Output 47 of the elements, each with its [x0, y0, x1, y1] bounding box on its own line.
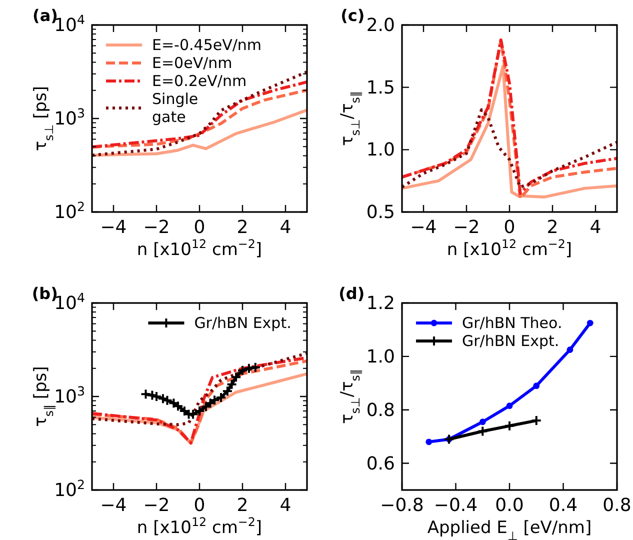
legend-label: Single gate	[152, 90, 198, 126]
legend-label: Gr/hBN Expt.	[194, 314, 292, 332]
y-tick-label: 10$^{2}$	[54, 476, 85, 501]
chart-title: (b)	[32, 284, 58, 303]
y-tick-label: 0.6	[366, 453, 395, 474]
x-tick-label: −2	[143, 495, 170, 516]
y-tick-label: 10$^{3}$	[54, 383, 85, 408]
x-axis-title: n [x10$^{12}$ cm$^{−2}$]	[136, 237, 262, 260]
x-tick-label: −0.8	[380, 495, 424, 516]
legend-label: E=-0.45eV/nm	[152, 36, 262, 54]
x-tick-label: 0	[194, 495, 206, 516]
legend-label: Gr/hBN Expt.	[462, 332, 560, 350]
y-tick-label: 0.5	[366, 202, 395, 223]
x-axis-title: n [x10$^{12}$ cm$^{−2}$]	[446, 237, 572, 260]
legend-label: E=0eV/nm	[152, 54, 232, 72]
chart-title: (a)	[32, 6, 58, 25]
x-tick-label: −4	[410, 217, 437, 238]
x-tick-label: −4	[100, 495, 127, 516]
x-tick-label: 0	[504, 217, 516, 238]
y-tick-label: 1.2	[366, 293, 395, 314]
x-tick-label: 0	[194, 217, 206, 238]
x-axis-title: Applied E$_{⊥}$ [eV/nm]	[427, 518, 592, 540]
x-tick-label: 0.4	[548, 495, 578, 516]
chart-title: (c)	[340, 6, 365, 25]
y-tick-label: 1.0	[366, 346, 395, 368]
x-tick-label: −4	[100, 217, 127, 238]
x-tick-label: 4	[280, 217, 292, 238]
y-tick-label: 10$^{2}$	[54, 198, 85, 223]
legend-label: E=0.2eV/nm	[152, 72, 247, 90]
chart-title: (d)	[338, 284, 365, 303]
legend-label: Gr/hBN Theo.	[462, 314, 562, 332]
y-tick-label: 10$^{3}$	[54, 105, 85, 130]
x-tick-label: 4	[590, 217, 602, 238]
x-tick-label: −2	[453, 217, 480, 238]
y-tick-label: 1.5	[366, 77, 395, 98]
x-tick-label: −0.4	[434, 495, 478, 516]
y-tick-label: 1.0	[366, 140, 395, 161]
x-tick-label: −2	[143, 217, 170, 238]
x-tick-label: 2	[546, 217, 558, 238]
y-tick-label: 0.8	[366, 400, 395, 421]
x-axis-title: n [x10$^{12}$ cm$^{−2}$]	[136, 515, 262, 538]
x-tick-label: 0.8	[602, 495, 632, 516]
x-tick-label: 2	[236, 217, 248, 238]
y-tick-label: 2.0	[366, 15, 395, 36]
x-tick-label: 0.0	[495, 495, 524, 516]
x-tick-label: 4	[280, 495, 292, 516]
x-tick-label: 2	[236, 495, 248, 516]
